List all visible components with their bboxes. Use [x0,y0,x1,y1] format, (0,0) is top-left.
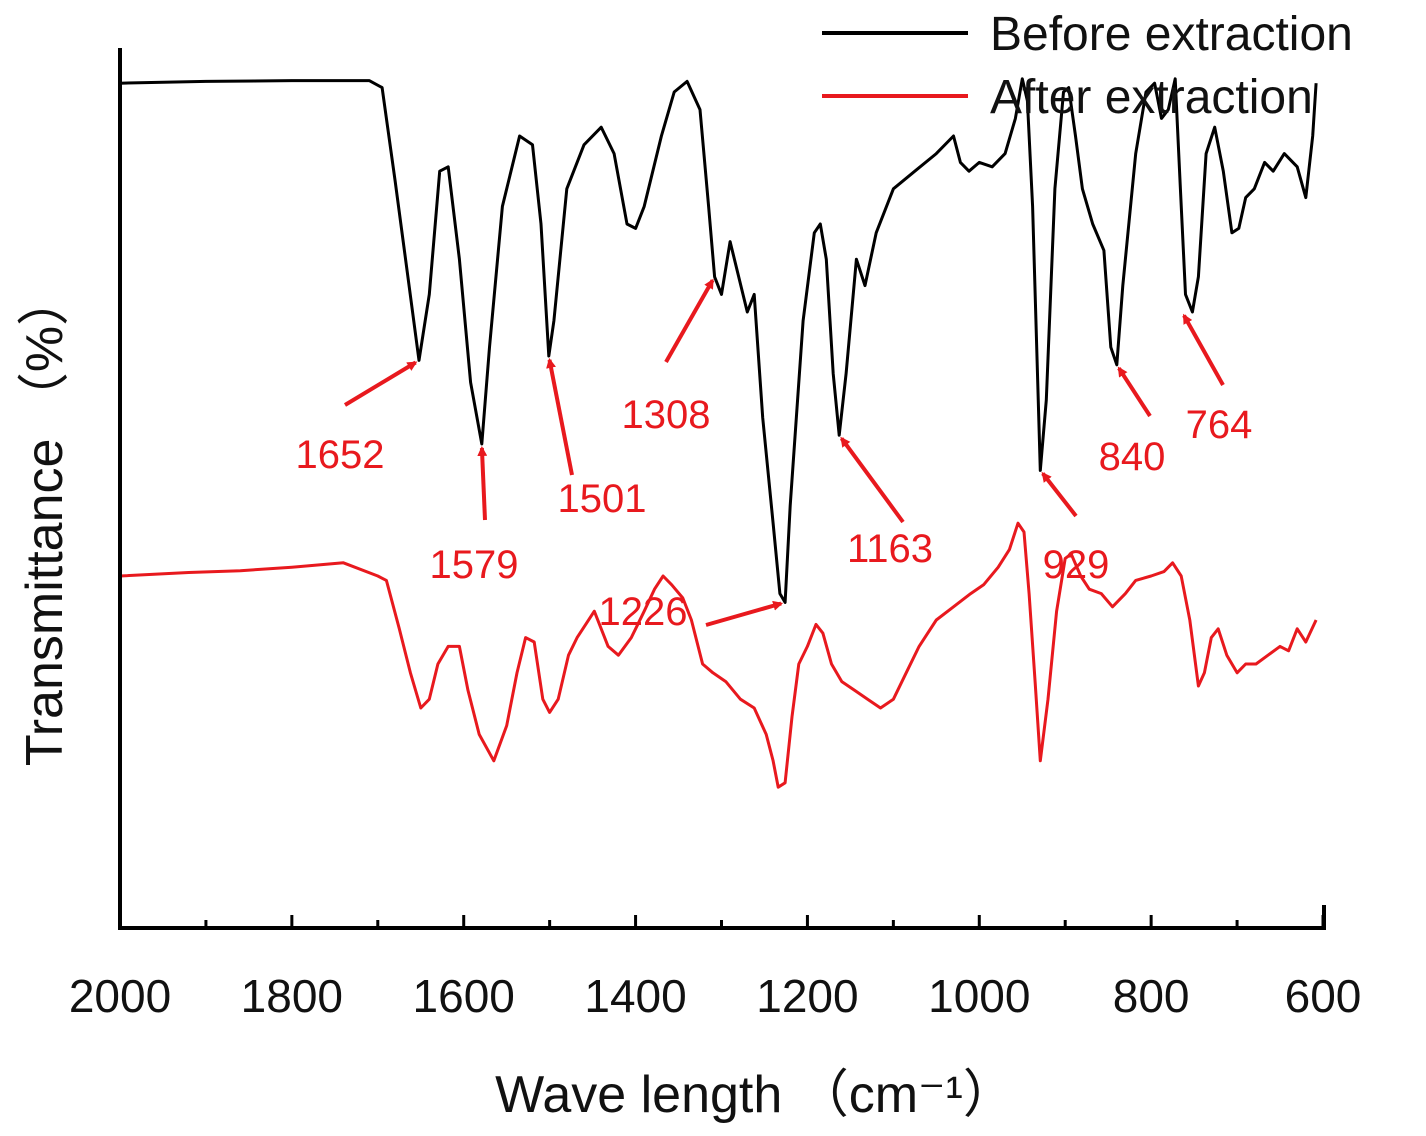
peak-label-929: 929 [1043,543,1110,587]
series-line-before-extraction [119,77,1318,604]
x-tick-label-800: 800 [1113,970,1190,1022]
peak-label-840: 840 [1099,435,1166,479]
peak-label-1163: 1163 [847,527,933,571]
x-tick-label-1600: 1600 [413,970,515,1022]
legend: Before extraction After extraction [822,8,1353,124]
peak-label-764: 764 [1186,403,1253,447]
peak-arrow-1501 [546,357,574,476]
peak-arrow-1163 [839,436,905,524]
legend-label-after: After extraction [990,71,1313,124]
peak-annotations: 1652 1579 1501 1308 1226 1163 929 840 764 [296,278,1253,634]
peak-arrow-1579 [477,446,488,521]
peak-label-1501: 1501 [558,477,647,521]
x-tick-label-2000: 2000 [69,970,171,1022]
peak-label-1226: 1226 [599,590,688,634]
peak-label-1308: 1308 [622,393,711,437]
peak-arrow-840 [1117,366,1152,418]
peak-arrow-764 [1182,313,1225,386]
y-axis-title: Transmittance （%） [16,274,74,766]
x-tick-label-1000: 1000 [928,970,1030,1022]
x-tick-label-600: 600 [1285,970,1362,1022]
peak-arrow-1308 [664,278,715,363]
series-layer [119,77,1318,789]
peak-arrow-929 [1041,471,1078,518]
peak-label-1579: 1579 [430,543,519,587]
x-tick-label-1400: 1400 [584,970,686,1022]
peak-arrow-1226 [705,600,784,627]
peak-label-1652: 1652 [296,433,385,477]
x-axis-title: Wave length （cm⁻¹） [495,1066,1015,1124]
x-tick-label-1800: 1800 [241,970,343,1022]
peak-arrow-1652 [343,360,418,407]
x-ticks: 2000 1800 1600 1400 1200 1000 800 600 [69,915,1362,1022]
series-line-after-extraction [119,521,1318,789]
x-tick-label-1200: 1200 [756,970,858,1022]
legend-label-before: Before extraction [990,8,1353,61]
